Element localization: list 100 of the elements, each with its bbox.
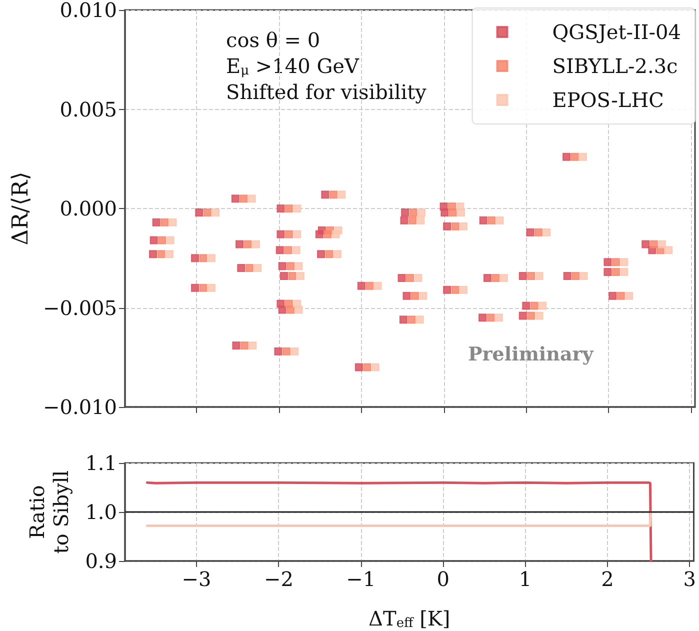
point: [191, 254, 200, 262]
point: [276, 230, 285, 238]
point: [334, 250, 342, 258]
point: [400, 216, 408, 224]
point: [240, 341, 248, 350]
point: [240, 194, 248, 203]
annotation: Eμ >140 GeV: [226, 54, 360, 78]
point: [460, 286, 468, 294]
y-tick-label: 0.010: [60, 0, 117, 22]
point: [401, 208, 410, 216]
point: [150, 236, 158, 244]
point: [488, 216, 496, 224]
point: [338, 190, 346, 199]
y-tick-label: −0.005: [42, 296, 117, 320]
point: [157, 250, 166, 258]
point: [274, 347, 282, 356]
point: [288, 272, 296, 280]
point: [371, 363, 380, 372]
x-tick-label: 1: [518, 567, 532, 591]
point: [604, 258, 612, 266]
point: [160, 218, 169, 226]
point: [527, 312, 536, 320]
point: [625, 292, 634, 300]
point: [448, 208, 457, 216]
y-tick-label: 0.000: [60, 196, 117, 220]
point: [418, 208, 426, 216]
point: [486, 314, 495, 322]
point: [293, 204, 302, 212]
point: [280, 272, 288, 280]
point: [408, 216, 416, 224]
point: [296, 272, 304, 280]
point: [254, 264, 262, 272]
x-tick-label: 2: [601, 567, 614, 591]
point: [149, 250, 158, 258]
point: [244, 240, 252, 248]
point: [535, 312, 544, 320]
point: [212, 208, 220, 216]
point: [478, 314, 486, 322]
y-tick-label: 1.1: [85, 451, 117, 475]
point: [492, 274, 500, 282]
point: [538, 302, 547, 310]
legend-label: EPOS-LHC: [552, 88, 664, 112]
point: [406, 274, 414, 282]
point: [526, 228, 534, 236]
point: [451, 286, 460, 294]
point: [292, 246, 300, 254]
point: [414, 274, 422, 282]
point: [483, 274, 492, 282]
point: [650, 240, 658, 248]
point: [363, 363, 372, 372]
point: [398, 274, 406, 282]
point: [357, 282, 366, 290]
point: [325, 250, 334, 258]
point: [460, 222, 468, 230]
point: [535, 272, 544, 280]
point: [443, 286, 452, 294]
point: [165, 250, 174, 258]
x-tick-label: 0: [436, 567, 450, 591]
point: [604, 268, 612, 276]
point: [284, 230, 293, 238]
point: [608, 292, 617, 300]
point: [248, 194, 256, 203]
point: [620, 268, 628, 276]
y-tick-label: 1.0: [85, 500, 117, 524]
point: [237, 264, 246, 272]
annotation: Preliminary: [468, 344, 594, 366]
y-tick-label: 0.005: [60, 97, 117, 122]
point: [248, 341, 257, 350]
y-tick-label: −0.010: [42, 395, 117, 419]
point: [500, 274, 508, 282]
point: [409, 208, 418, 216]
point: [416, 216, 425, 224]
point: [612, 268, 620, 276]
point: [664, 246, 673, 254]
point: [563, 272, 572, 280]
point: [324, 230, 332, 238]
point: [451, 222, 460, 230]
point: [282, 347, 290, 356]
point: [321, 190, 330, 199]
y-tick-label: 0.9: [85, 549, 117, 573]
y-axis-title: ΔR/⟨R⟩: [8, 172, 34, 246]
point: [207, 254, 216, 262]
point: [374, 282, 382, 290]
point: [494, 314, 503, 322]
point: [457, 208, 466, 216]
point: [518, 312, 527, 320]
point: [562, 152, 571, 161]
point: [278, 262, 286, 270]
point: [232, 341, 240, 350]
point: [286, 306, 295, 314]
point: [315, 230, 324, 238]
point: [366, 282, 374, 290]
point: [231, 194, 240, 203]
point: [245, 264, 254, 272]
point: [408, 316, 416, 324]
point: [419, 292, 428, 300]
x-tick-label: −1: [346, 567, 376, 591]
point: [294, 262, 303, 270]
point: [195, 208, 204, 216]
point: [534, 228, 542, 236]
